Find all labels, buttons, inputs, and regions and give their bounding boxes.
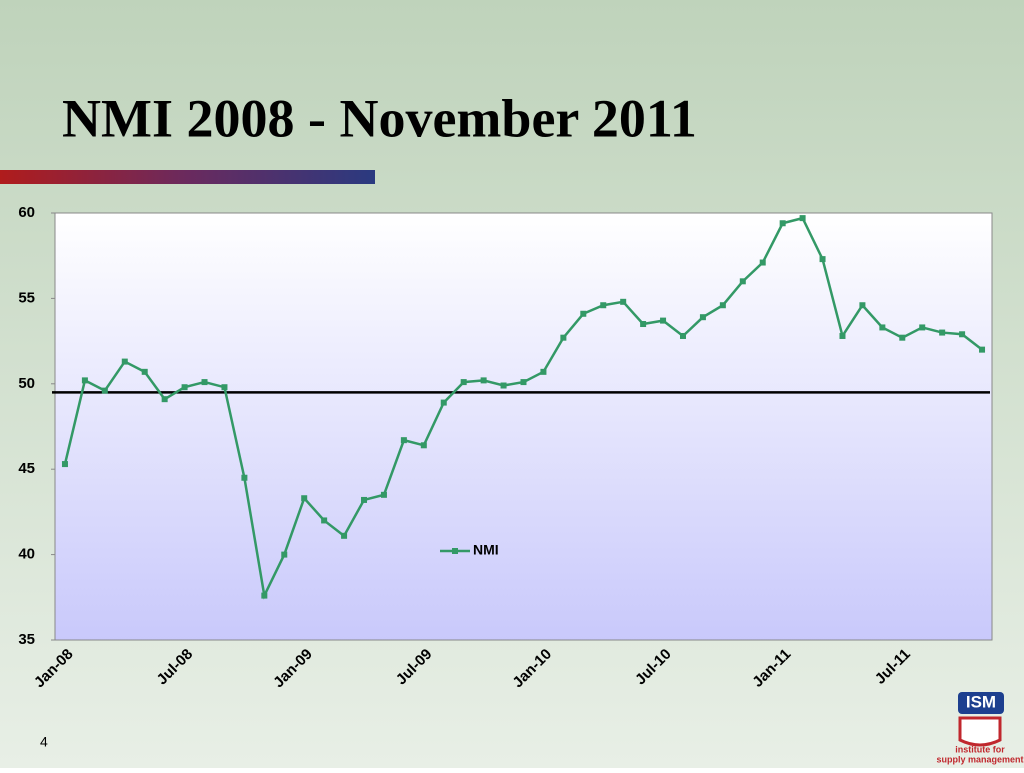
marker xyxy=(361,496,368,503)
marker xyxy=(400,437,407,444)
marker xyxy=(580,310,587,317)
logo-caption: institute for xyxy=(955,744,1005,754)
marker xyxy=(819,256,826,263)
marker xyxy=(520,379,527,386)
marker xyxy=(161,396,168,403)
logo-badge xyxy=(958,692,1004,714)
y-tick-label: 35 xyxy=(18,631,35,648)
marker xyxy=(380,491,387,498)
marker xyxy=(61,461,68,468)
marker xyxy=(81,377,88,384)
logo-caption: supply management xyxy=(936,754,1023,764)
marker xyxy=(679,332,686,339)
marker xyxy=(241,474,248,481)
y-tick-label: 60 xyxy=(18,204,35,221)
marker xyxy=(979,346,986,353)
y-tick-label: 50 xyxy=(18,375,35,392)
marker xyxy=(281,551,288,558)
marker xyxy=(899,334,906,341)
marker xyxy=(640,321,647,328)
marker xyxy=(859,302,866,309)
marker xyxy=(321,517,328,524)
marker xyxy=(699,314,706,321)
marker xyxy=(201,379,208,386)
marker xyxy=(739,278,746,285)
marker xyxy=(480,377,487,384)
logo: ISM institute for supply management xyxy=(936,692,1024,764)
marker xyxy=(839,332,846,339)
marker xyxy=(919,324,926,331)
marker xyxy=(779,220,786,227)
marker xyxy=(141,368,148,375)
marker xyxy=(460,379,467,386)
logo-text: ISM xyxy=(966,692,996,711)
marker xyxy=(560,334,567,341)
marker xyxy=(261,592,268,599)
marker xyxy=(420,442,427,449)
marker xyxy=(799,215,806,222)
y-tick-label: 45 xyxy=(18,460,35,477)
marker xyxy=(221,384,228,391)
marker xyxy=(939,329,946,336)
chart-title: NMI 2008 - November 2011 xyxy=(62,88,697,148)
marker xyxy=(341,532,348,539)
marker xyxy=(759,259,766,266)
plot-area xyxy=(54,212,993,641)
marker xyxy=(121,358,128,365)
marker xyxy=(540,368,547,375)
marker xyxy=(301,495,308,502)
legend-label: NMI xyxy=(473,542,499,558)
marker xyxy=(101,387,108,394)
marker xyxy=(959,331,966,338)
marker xyxy=(879,324,886,331)
marker xyxy=(660,317,667,324)
y-tick-label: 55 xyxy=(18,289,35,306)
marker xyxy=(500,382,507,389)
marker xyxy=(719,302,726,309)
logo-shield xyxy=(958,716,1002,747)
y-tick-label: 40 xyxy=(18,546,35,563)
page-number: 4 xyxy=(40,734,48,750)
title-bar xyxy=(0,170,375,184)
marker xyxy=(600,302,607,309)
marker xyxy=(181,384,188,391)
marker xyxy=(620,298,627,305)
marker xyxy=(440,399,447,406)
legend-marker xyxy=(452,548,458,554)
